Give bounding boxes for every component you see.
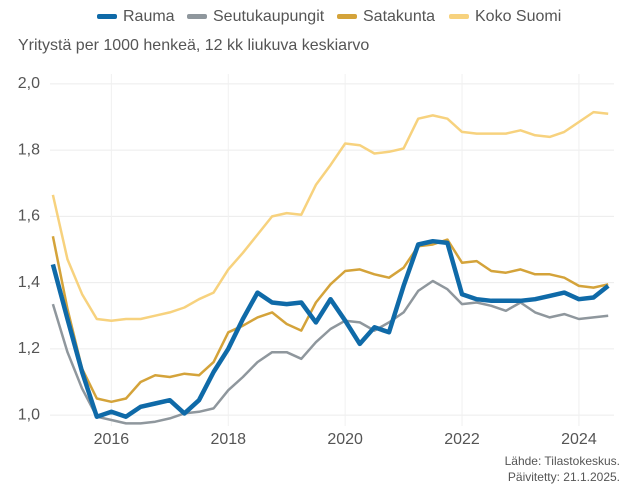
chart-subtitle: Yritystä per 1000 henkeä, 12 kk liukuva … (18, 37, 369, 54)
legend-label: Satakunta (363, 8, 435, 25)
line (51, 279, 609, 425)
line (51, 236, 609, 404)
y-tick-label: 1,6 (18, 208, 40, 225)
legend-swatch (187, 14, 207, 19)
legend-swatch (449, 14, 469, 19)
y-tick-label: 1,2 (18, 340, 40, 357)
y-tick-label: 1,4 (18, 274, 40, 291)
x-tick-label: 2024 (561, 431, 597, 448)
x-tick-label: 2016 (94, 431, 130, 448)
source: Päivitetty: 21.1.2025. (508, 470, 620, 484)
y-tick-label: 1,0 (18, 406, 40, 423)
legend-label: Rauma (123, 8, 175, 25)
legend-swatch (337, 14, 357, 19)
legend-label: Koko Suomi (475, 8, 561, 25)
line (51, 110, 609, 322)
y-tick-label: 2,0 (18, 75, 40, 92)
y-tick-label: 1,8 (18, 141, 40, 158)
x-tick-label: 2018 (210, 431, 246, 448)
x-tick-label: 2020 (327, 431, 363, 448)
source: Lähde: Tilastokeskus. (505, 454, 620, 468)
x-tick-label: 2022 (444, 431, 480, 448)
legend-swatch (97, 14, 117, 19)
legend-label: Seutukaupungit (213, 8, 325, 25)
line (50, 238, 610, 419)
